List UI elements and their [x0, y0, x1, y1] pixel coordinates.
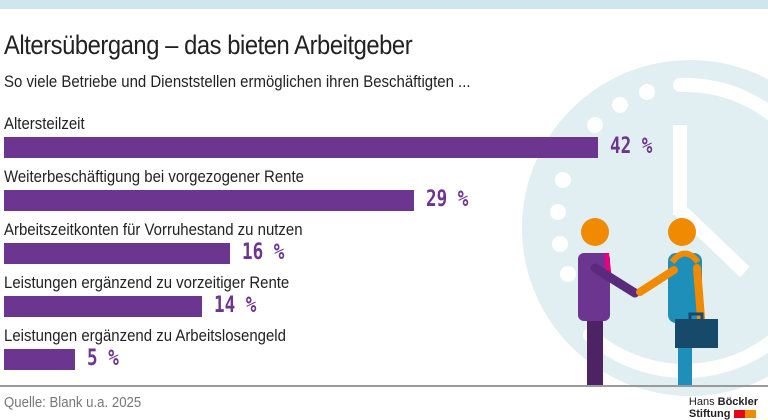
- logo-red-square: [733, 410, 745, 419]
- briefcase: [675, 319, 718, 348]
- bar: [4, 296, 203, 317]
- bar-value-label: 42 %: [610, 134, 653, 159]
- bar-label: Arbeitszeitkonten für Vorruhestand zu nu…: [4, 220, 303, 239]
- bar-label: Leistungen ergänzend zu Arbeitslosengeld: [4, 326, 286, 345]
- bar: [4, 137, 599, 158]
- logo-text: Hans: [688, 396, 715, 408]
- source-note: Quelle: Blank u.a. 2025: [4, 394, 142, 411]
- clock-hour-hand: [673, 125, 687, 215]
- bar-value-label: 16 %: [242, 240, 285, 265]
- bar-label: Weiterbeschäftigung bei vorgezogener Ren…: [4, 167, 304, 186]
- hans-boeckler-logo: Hans Böckler Stiftung: [689, 396, 758, 420]
- logo-orange-square: [744, 410, 756, 419]
- clock-ring: [583, 77, 768, 378]
- bar: [4, 243, 231, 264]
- logo-text: Stiftung: [688, 408, 731, 420]
- person-left: [578, 218, 640, 386]
- bar-label: Leistungen ergänzend zu vorzeitiger Rent…: [4, 273, 290, 292]
- bar: [4, 190, 415, 211]
- clock-dots: [550, 84, 655, 282]
- bar-value-label: 14 %: [214, 293, 257, 318]
- bar-label: Altersteilzeit: [4, 114, 85, 133]
- bar-value-label: 5 %: [86, 346, 119, 371]
- bar: [4, 349, 75, 370]
- top-band: [0, 0, 768, 9]
- bar-value-label: 29 %: [426, 187, 469, 212]
- chart-subtitle: So viele Betriebe und Dienststellen ermö…: [4, 72, 471, 91]
- baseline-divider: [0, 385, 768, 387]
- logo-text: Böckler: [717, 396, 758, 408]
- clock-face: [522, 60, 768, 396]
- clock-minute-hand: [675, 204, 750, 278]
- chart-title: Altersübergang – das bieten Arbeitgeber: [4, 30, 413, 60]
- person-right: [636, 218, 718, 386]
